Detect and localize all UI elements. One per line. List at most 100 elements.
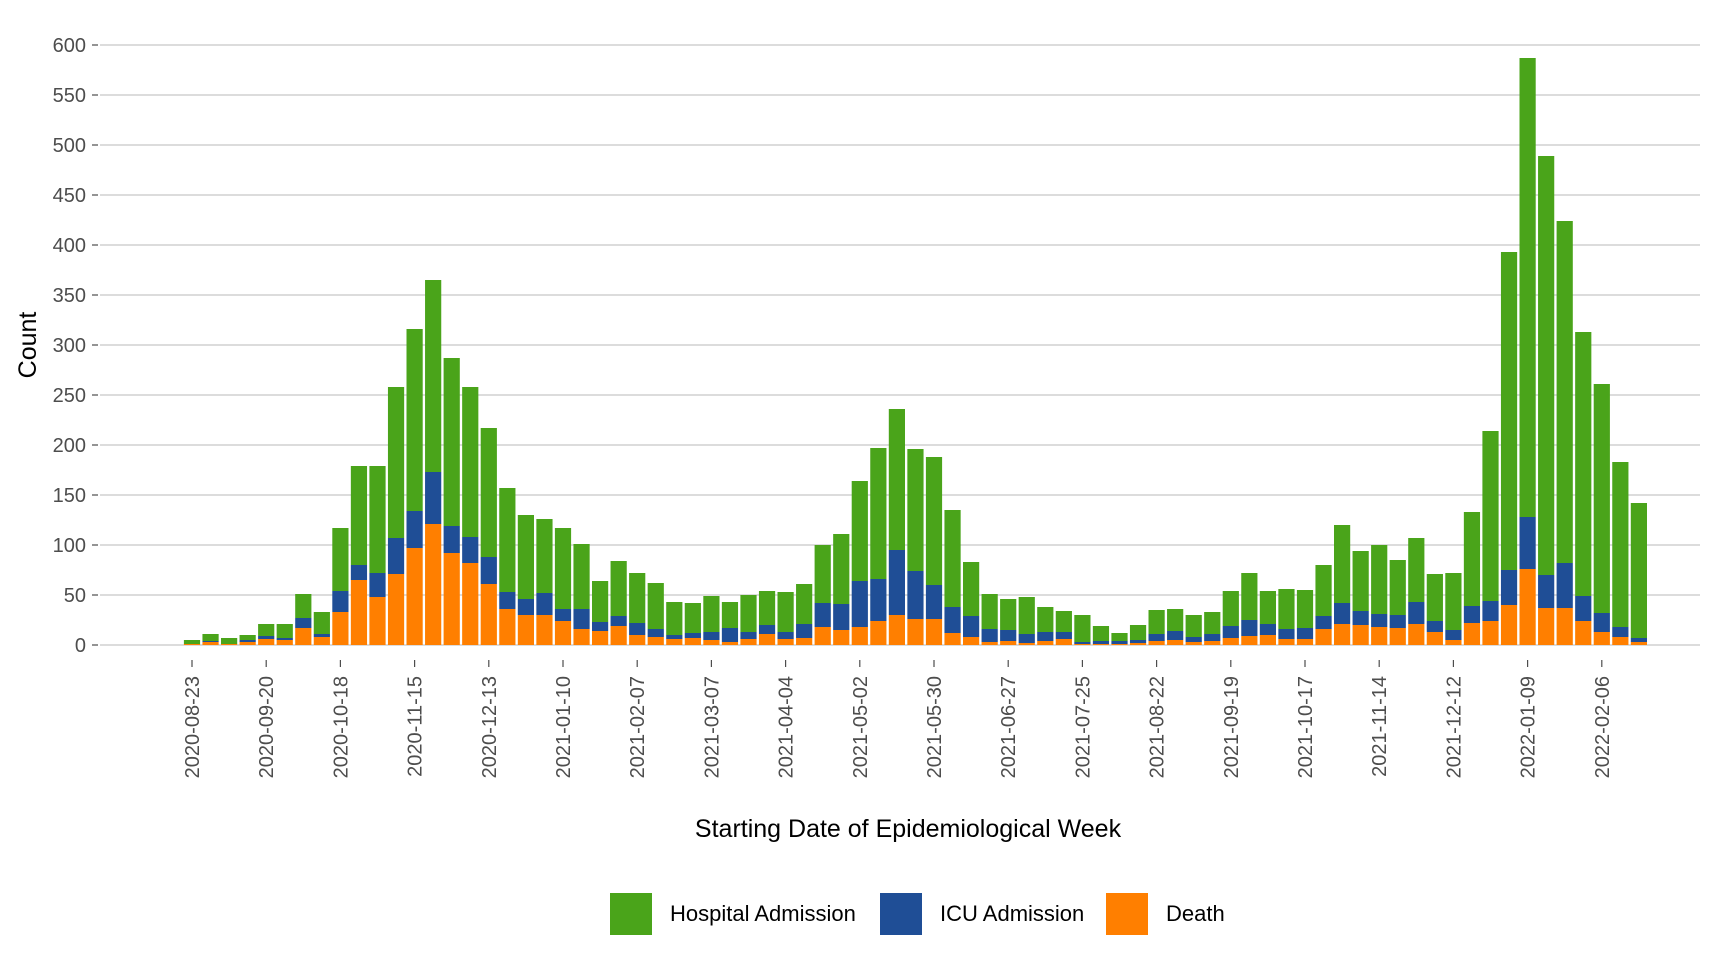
bar-icu-admission xyxy=(1055,632,1072,639)
bar-icu-admission xyxy=(1500,570,1518,605)
bar-hospital-admission xyxy=(1074,615,1091,642)
bar-death xyxy=(1315,629,1332,645)
bar-icu-admission xyxy=(573,609,590,629)
bar-hospital-admission xyxy=(1519,58,1536,517)
bar-hospital-admission xyxy=(387,387,405,538)
bar-hospital-admission xyxy=(1222,591,1239,626)
y-tick-label: 300 xyxy=(53,335,86,357)
bar-death xyxy=(1352,625,1369,645)
y-tick-label: 350 xyxy=(53,285,86,307)
bar-hospital-admission xyxy=(443,358,460,526)
bar-icu-admission xyxy=(480,557,497,584)
bar-death xyxy=(1204,641,1221,645)
bar-icu-admission xyxy=(387,538,405,574)
bar-icu-admission xyxy=(1259,624,1276,635)
bar-death xyxy=(925,619,943,645)
bar-icu-admission xyxy=(796,624,813,638)
bar-icu-admission xyxy=(276,638,293,640)
bar-death xyxy=(796,638,813,645)
bar-death xyxy=(499,609,516,645)
bar-icu-admission xyxy=(406,511,423,548)
bar-hospital-admission xyxy=(221,638,238,644)
bar-icu-admission xyxy=(1204,634,1221,641)
bar-death xyxy=(1408,624,1425,645)
bar-hospital-admission xyxy=(369,466,386,573)
bar-icu-admission xyxy=(888,550,905,615)
x-tick-label: 2020-10-18 xyxy=(330,676,352,778)
bar-icu-admission xyxy=(1519,517,1536,569)
y-tick-label: 200 xyxy=(53,435,86,457)
bar-hospital-admission xyxy=(554,528,572,609)
bar-death xyxy=(703,640,720,645)
legend-label: Death xyxy=(1166,901,1225,926)
bar-hospital-admission xyxy=(1000,599,1017,630)
bar-hospital-admission xyxy=(425,280,442,472)
bar-icu-admission xyxy=(425,472,442,524)
bar-icu-admission xyxy=(1241,620,1258,636)
bar-death xyxy=(1556,608,1573,645)
bar-death xyxy=(443,553,460,645)
bar-hospital-admission xyxy=(1185,615,1202,637)
bar-icu-admission xyxy=(313,634,330,637)
bar-hospital-admission xyxy=(350,466,368,565)
bar-hospital-admission xyxy=(1167,609,1184,631)
bar-hospital-admission xyxy=(796,584,813,624)
bar-hospital-admission xyxy=(833,534,850,604)
bar-death xyxy=(1111,644,1128,645)
bar-icu-admission xyxy=(1630,638,1647,642)
bar-hospital-admission xyxy=(944,510,961,607)
bar-hospital-admission xyxy=(276,624,293,638)
bar-death xyxy=(239,642,256,645)
y-tick-label: 50 xyxy=(64,585,86,607)
bar-hospital-admission xyxy=(703,596,720,632)
bar-icu-admission xyxy=(1445,630,1462,640)
bar-death xyxy=(1018,643,1035,645)
bar-death xyxy=(1055,639,1072,645)
bar-death xyxy=(1612,637,1629,645)
x-tick-label: 2021-11-14 xyxy=(1369,676,1391,777)
bar-death xyxy=(258,639,275,645)
bar-death xyxy=(610,626,627,645)
bar-death xyxy=(1538,608,1555,645)
bar-hospital-admission xyxy=(183,640,201,644)
bar-icu-admission xyxy=(202,641,219,642)
bar-icu-admission xyxy=(944,607,961,633)
bar-icu-admission xyxy=(758,625,776,634)
bar-hospital-admission xyxy=(907,449,924,571)
bar-death xyxy=(1000,641,1017,645)
y-axis: 0 50 100 150 200 250 300 350 400 450 500 550 600 xyxy=(53,35,98,657)
bar-death xyxy=(313,637,330,645)
bar-icu-admission xyxy=(536,593,553,615)
bar-hospital-admission xyxy=(1593,384,1610,613)
bar-hospital-admission xyxy=(851,481,868,581)
bar-death xyxy=(870,621,887,645)
bar-death xyxy=(833,630,850,645)
bar-icu-admission xyxy=(554,609,572,621)
bar-death xyxy=(332,612,349,645)
bar-icu-admission xyxy=(350,565,368,580)
y-tick-label: 400 xyxy=(53,235,86,257)
y-tick-label: 500 xyxy=(53,135,86,157)
y-tick-label: 250 xyxy=(53,385,86,407)
bar-icu-admission xyxy=(963,616,980,637)
bar-icu-admission xyxy=(517,599,534,615)
bar-hospital-admission xyxy=(517,515,534,599)
bar-hospital-admission xyxy=(1630,503,1647,638)
bar-death xyxy=(1519,569,1536,645)
bar-icu-admission xyxy=(295,618,312,628)
bar-hospital-admission xyxy=(666,602,683,635)
bar-hospital-admission xyxy=(239,635,256,640)
bar-death xyxy=(1482,621,1499,645)
bar-icu-admission xyxy=(462,537,479,563)
bar-death xyxy=(777,639,794,645)
bar-death xyxy=(554,621,572,645)
bar-icu-admission xyxy=(684,633,701,638)
bar-hospital-admission xyxy=(925,457,943,585)
bar-hospital-admission xyxy=(1278,589,1295,629)
bar-icu-admission xyxy=(925,585,943,619)
bar-hospital-admission xyxy=(536,519,553,593)
x-tick-label: 2021-10-17 xyxy=(1295,676,1317,778)
bar-icu-admission xyxy=(629,623,646,635)
bar-icu-admission xyxy=(1018,634,1035,643)
